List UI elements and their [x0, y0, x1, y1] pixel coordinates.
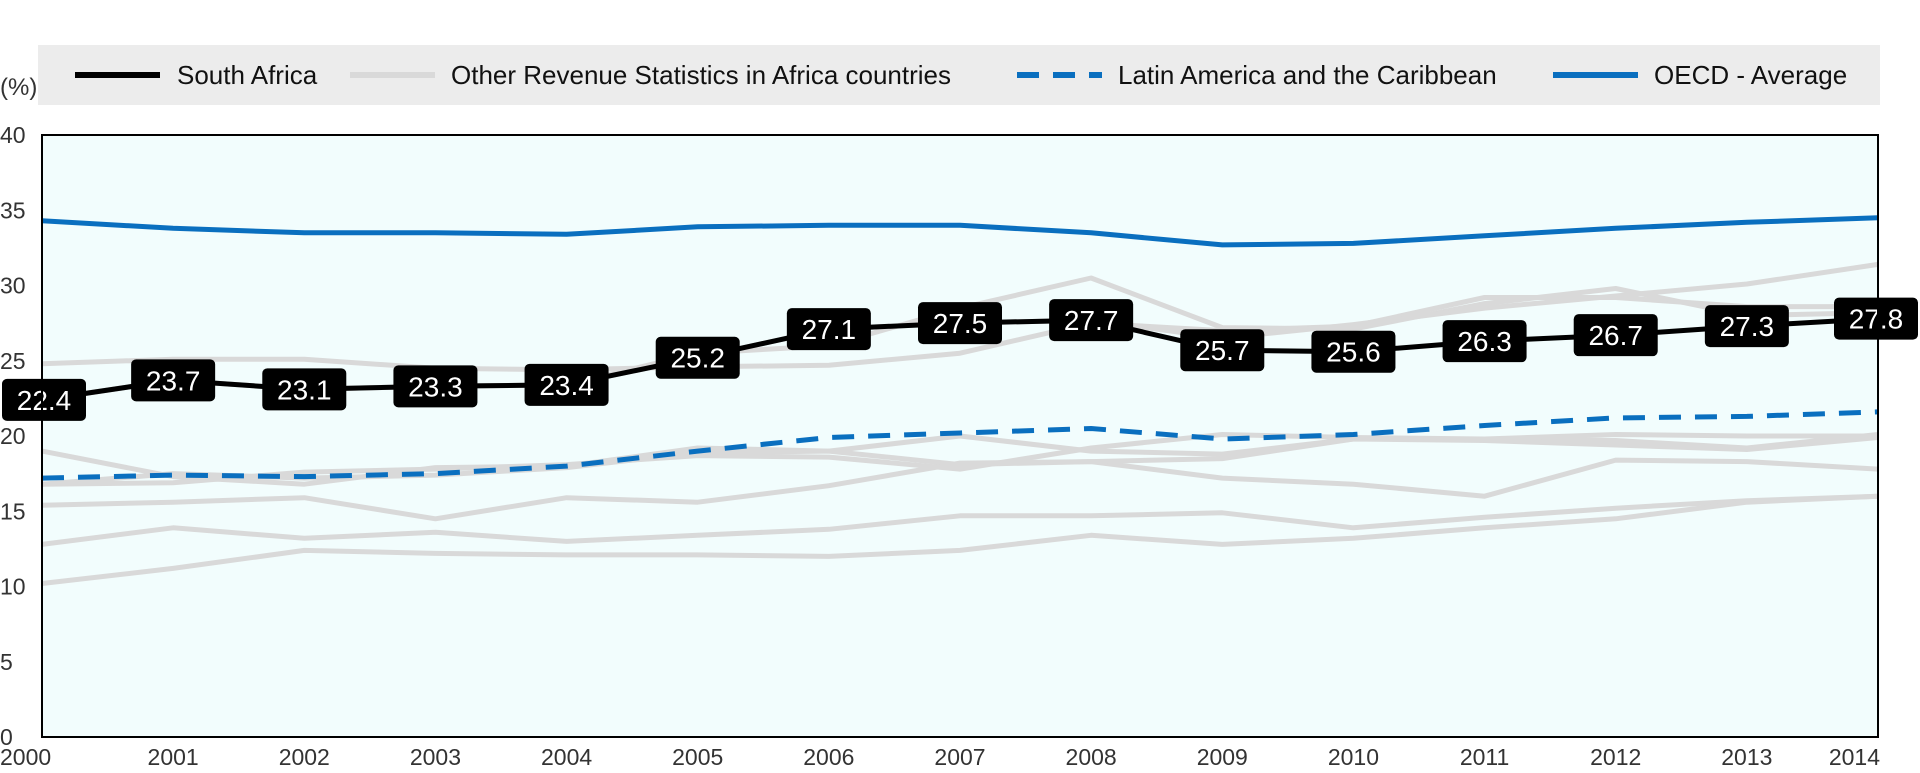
y-tick-label: 0 — [0, 724, 13, 750]
data-label-box — [131, 359, 216, 402]
x-tick-label: 2009 — [1197, 744, 1248, 768]
y-tick-label: 20 — [0, 423, 26, 449]
data-label: 23.3 — [408, 371, 463, 402]
x-tick-label: 2013 — [1721, 744, 1772, 768]
data-label: 22.4 — [17, 385, 72, 416]
data-label-box — [2, 378, 86, 421]
data-label-box — [786, 308, 871, 351]
legend-label: OECD - Average — [1654, 60, 1847, 90]
series-line-latin-america — [41, 409, 1879, 481]
x-tick-label: 2004 — [541, 744, 592, 768]
series-line-other-country — [41, 295, 1878, 373]
data-label-box — [262, 368, 347, 411]
y-tick-label: 40 — [0, 122, 26, 148]
series-line-other-country — [41, 493, 1879, 547]
legend-label: South Africa — [177, 60, 318, 90]
plot-frame — [41, 134, 1879, 738]
data-label: 27.1 — [802, 314, 857, 345]
data-label: 27.5 — [933, 308, 988, 339]
series-line-oecd-average — [41, 215, 1879, 248]
x-tick-label: 2011 — [1460, 744, 1509, 768]
y-tick-label: 25 — [0, 348, 26, 374]
x-tick-label: 2000 — [0, 744, 51, 768]
x-axis-ticks: 2000 2001 2002 2003 2004 2005 2006 2007 2008 2009… — [0, 744, 1880, 770]
x-tick-label: 2008 — [1066, 744, 1117, 768]
data-label-box — [1704, 305, 1789, 348]
y-axis-label: (%) — [0, 74, 37, 101]
x-tick-label: 2012 — [1590, 744, 1641, 768]
data-label-box — [393, 365, 478, 408]
x-tick-label: 2006 — [803, 744, 854, 768]
x-tick-label: 2003 — [410, 744, 461, 768]
data-label: 26.7 — [1588, 320, 1643, 351]
x-tick-label: 2007 — [934, 744, 985, 768]
data-label: 25.2 — [670, 343, 725, 374]
data-label-box — [1442, 320, 1527, 363]
y-tick-label: 10 — [0, 574, 26, 600]
y-tick-label: 5 — [0, 649, 13, 675]
legend-label: Latin America and the Caribbean — [1118, 60, 1497, 90]
data-label: 23.4 — [539, 370, 594, 401]
x-tick-label: 2001 — [148, 744, 199, 768]
legend: South Africa Other Revenue Statistics in … — [75, 60, 1847, 90]
data-label-box — [1834, 297, 1918, 340]
data-label: 27.7 — [1064, 305, 1119, 336]
legend-label: Other Revenue Statistics in Africa count… — [451, 60, 951, 90]
y-tick-label: 30 — [0, 273, 26, 299]
data-label: 23.7 — [146, 365, 201, 396]
data-label-box — [655, 336, 740, 379]
data-label-box — [918, 302, 1002, 345]
y-axis-ticks: 0 5 10 15 20 25 30 35 40 — [0, 122, 26, 750]
data-label-box — [1311, 330, 1396, 373]
series-line-other-country — [41, 493, 1879, 586]
x-tick-label: 2010 — [1328, 744, 1379, 768]
y-tick-label: 35 — [0, 197, 26, 223]
series-line-other-country — [41, 435, 1879, 522]
data-label-box — [1180, 329, 1265, 372]
series-line-other-country — [41, 432, 1879, 487]
series-lines — [41, 215, 1879, 586]
data-label-box — [1049, 299, 1134, 342]
data-label-box — [524, 363, 609, 406]
data-label: 26.3 — [1457, 326, 1512, 357]
data-label-box — [1573, 314, 1658, 357]
x-tick-label: 2002 — [279, 744, 330, 768]
x-tick-label: 2005 — [672, 744, 723, 768]
y-tick-label: 15 — [0, 498, 26, 524]
data-labels: 22.4 23.7 23.1 23.3 23.4 25.2 27.1 27.5 27.7 25.7… — [2, 297, 1918, 421]
data-label: 27.8 — [1849, 304, 1904, 335]
x-tick-label: 2014 — [1829, 744, 1880, 768]
data-label: 25.7 — [1195, 335, 1250, 366]
data-label: 27.3 — [1720, 311, 1775, 342]
data-label: 25.6 — [1326, 337, 1381, 368]
data-label: 23.1 — [277, 374, 332, 405]
